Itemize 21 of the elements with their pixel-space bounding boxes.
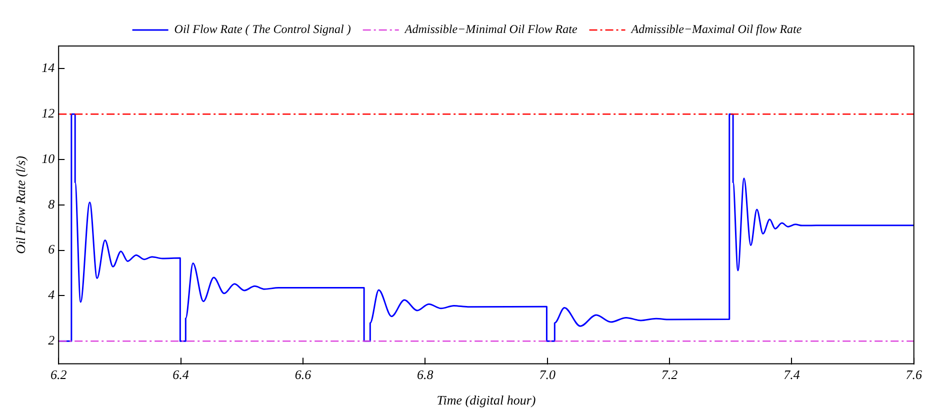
legend-label: Admissible−Maximal Oil flow Rate [630, 22, 802, 36]
x-tick-label: 7.0 [539, 367, 556, 382]
y-tick-label: 12 [42, 106, 56, 121]
x-tick-label: 7.2 [661, 367, 678, 382]
x-axis-title: Time (digital hour) [436, 392, 536, 408]
y-tick-label: 6 [48, 242, 56, 257]
x-tick-label: 6.6 [294, 367, 312, 382]
x-tick-label: 7.6 [906, 367, 922, 382]
line-series [58, 113, 914, 342]
x-tick-label: 6.2 [50, 367, 68, 382]
y-tick-label: 14 [42, 60, 56, 76]
y-tick-label: 4 [48, 287, 56, 302]
x-tick-label: 7.4 [784, 367, 800, 382]
y-tick-label: 8 [48, 196, 56, 212]
y-tick-label: 2 [48, 332, 56, 348]
legend-label: Oil Flow Rate ( The Control Signal ) [174, 22, 351, 36]
x-tick-label: 6.8 [417, 367, 434, 382]
y-axis-title: Oil Flow Rate (l/s) [13, 156, 28, 254]
x-tick-label: 6.4 [172, 367, 190, 382]
legend-label: Admissible−Minimal Oil Flow Rate [404, 22, 578, 36]
y-tick-label: 10 [42, 150, 56, 166]
